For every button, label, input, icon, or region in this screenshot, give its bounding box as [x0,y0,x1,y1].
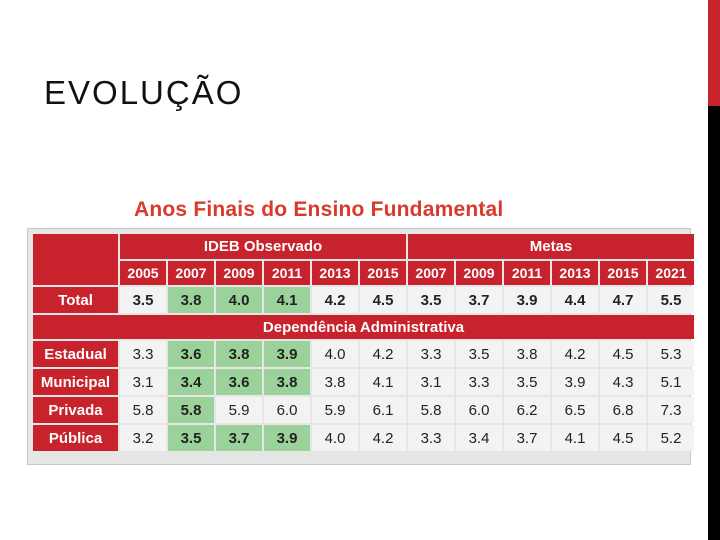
table-cell: 4.1 [360,369,406,395]
table-cell: 4.1 [264,287,310,313]
ideb-table: IDEB Observado Metas 2005 2007 2009 2011… [31,232,696,453]
table-cell: 5.5 [648,287,694,313]
table-cell: 4.2 [552,341,598,367]
row-label: Total [33,287,118,313]
table-cell: 4.4 [552,287,598,313]
table-cell: 3.7 [504,425,550,451]
table-cell: 3.8 [216,341,262,367]
table-cell: 4.0 [312,425,358,451]
table-cell: 3.9 [264,425,310,451]
year-header: 2009 [216,261,262,285]
year-header: 2015 [360,261,406,285]
right-edge-accent [708,0,720,106]
group-header-row: IDEB Observado Metas [33,234,694,285]
slide-title: EVOLUÇÃO [44,74,244,111]
table-cell: 6.0 [264,397,310,423]
table-cell: 3.9 [552,369,598,395]
table-cell: 4.2 [360,341,406,367]
table-cell: 3.5 [120,287,166,313]
table-cell: 3.7 [456,287,502,313]
year-header: 2015 [600,261,646,285]
table-cell: 5.3 [648,341,694,367]
table-row-estadual: Estadual 3.3 3.6 3.8 3.9 4.0 4.2 3.3 3.5… [33,341,694,367]
table-cell: 3.5 [168,425,214,451]
table-cell: 6.1 [360,397,406,423]
table-cell: 3.8 [312,369,358,395]
table-cell: 4.1 [552,425,598,451]
table-cell: 4.0 [312,341,358,367]
table-cell: 5.9 [312,397,358,423]
group-header-metas: Metas [408,234,694,259]
table-cell: 3.8 [504,341,550,367]
table-cell: 3.2 [120,425,166,451]
table-cell: 3.1 [120,369,166,395]
year-header: 2013 [312,261,358,285]
table-cell: 4.7 [600,287,646,313]
row-label: Privada [33,397,118,423]
row-label: Pública [33,425,118,451]
table-cell: 3.3 [456,369,502,395]
table-cell: 6.8 [600,397,646,423]
table-cell: 3.4 [456,425,502,451]
table-cell: 3.8 [168,287,214,313]
table-cell: 3.9 [504,287,550,313]
table-cell: 4.2 [360,425,406,451]
section-label: Dependência Administrativa [33,315,694,339]
table-cell: 3.3 [408,341,454,367]
table-cell: 3.9 [264,341,310,367]
table-row-publica: Pública 3.2 3.5 3.7 3.9 4.0 4.2 3.3 3.4 … [33,425,694,451]
table-cell: 3.3 [408,425,454,451]
table-cell: 3.5 [504,369,550,395]
table-row-privada: Privada 5.8 5.8 5.9 6.0 5.9 6.1 5.8 6.0 … [33,397,694,423]
table-cell: 3.1 [408,369,454,395]
table-cell: 5.8 [120,397,166,423]
table-cell: 5.9 [216,397,262,423]
table-title: Anos Finais do Ensino Fundamental [134,198,504,221]
table-cell: 3.6 [168,341,214,367]
corner-cell [33,234,118,285]
year-header: 2005 [120,261,166,285]
year-header: 2009 [456,261,502,285]
table-cell: 6.5 [552,397,598,423]
year-header: 2021 [648,261,694,285]
table-cell: 4.3 [600,369,646,395]
year-header: 2011 [504,261,550,285]
table-cell: 6.0 [456,397,502,423]
year-header: 2013 [552,261,598,285]
group-header-ideb: IDEB Observado [120,234,406,259]
table-cell: 4.5 [600,341,646,367]
table-cell: 4.0 [216,287,262,313]
table-row-municipal: Municipal 3.1 3.4 3.6 3.8 3.8 4.1 3.1 3.… [33,369,694,395]
table-cell: 4.2 [312,287,358,313]
table-cell: 5.2 [648,425,694,451]
table-cell: 3.7 [216,425,262,451]
table-cell: 3.5 [408,287,454,313]
year-header: 2011 [264,261,310,285]
table-cell: 5.8 [408,397,454,423]
table-cell: 4.5 [600,425,646,451]
table-cell: 3.5 [456,341,502,367]
year-header: 2007 [408,261,454,285]
table-cell: 5.8 [168,397,214,423]
year-header: 2007 [168,261,214,285]
table-row-total: Total 3.5 3.8 4.0 4.1 4.2 4.5 3.5 3.7 3.… [33,287,694,313]
table-cell: 7.3 [648,397,694,423]
table-cell: 3.6 [216,369,262,395]
table-cell: 5.1 [648,369,694,395]
right-edge-bar [708,0,720,540]
table-cell: 4.5 [360,287,406,313]
year-header-row: 2005 2007 2009 2011 2013 2015 2007 2009 … [33,261,694,285]
section-row: Dependência Administrativa [33,315,694,339]
row-label: Estadual [33,341,118,367]
table-cell: 6.2 [504,397,550,423]
row-label: Municipal [33,369,118,395]
table-cell: 3.3 [120,341,166,367]
table-cell: 3.4 [168,369,214,395]
table-cell: 3.8 [264,369,310,395]
